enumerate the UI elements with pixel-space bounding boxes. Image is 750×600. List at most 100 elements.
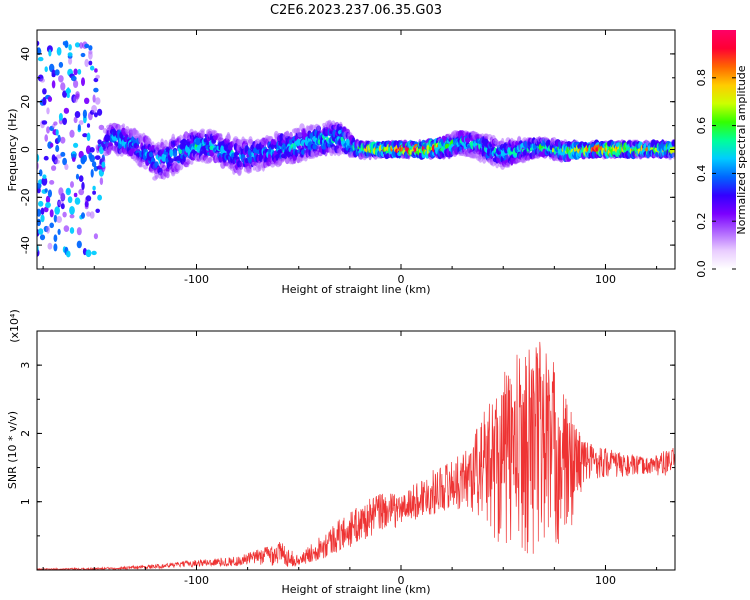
spectrogram-cell [73, 192, 78, 198]
spectrogram-cell [92, 185, 96, 191]
spectrogram-cell [86, 132, 91, 142]
spectrogram-y-axis-label: Frequency (Hz) [6, 109, 19, 192]
spectrogram-cell [672, 151, 675, 159]
spectrogram-cell [98, 124, 105, 131]
spectrogram-cell [94, 97, 101, 105]
spectrogram-cell [92, 190, 96, 195]
spectrogram-cell [99, 177, 104, 185]
spectrogram-cell [82, 154, 87, 163]
colorbar-tick-label: 0.8 [695, 69, 708, 87]
spectrogram-cell [40, 207, 45, 215]
spectrogram-cell [94, 155, 101, 161]
spectrogram-cell [37, 153, 40, 163]
spectrogram-cell [74, 111, 81, 118]
spectrogram-cell [37, 218, 41, 227]
spectrogram-cell [93, 77, 99, 83]
spectrogram-cell [69, 227, 75, 234]
spectrogram-cell [85, 249, 92, 258]
spectrogram-cell [88, 60, 93, 66]
spectrogram-cell [46, 45, 53, 53]
spectrogram-cell [85, 195, 92, 202]
spectrogram-cell [90, 65, 95, 71]
spectrogram-cell [69, 214, 75, 219]
spectrogram-y-tick-label: 0 [19, 146, 32, 153]
spectrogram-cell [53, 243, 58, 252]
spectrogram-cell [244, 157, 249, 164]
spectrogram-cell [62, 157, 67, 166]
colorbar-tick-label: 0.6 [695, 117, 708, 135]
spectrogram-cell [316, 124, 321, 132]
snr-x-tick-label: -100 [184, 574, 209, 587]
spectrogram-cell [53, 214, 58, 223]
spectrogram-cell [66, 87, 70, 95]
spectrogram-cell [81, 212, 85, 219]
spectrogram-cell [47, 189, 53, 198]
spectrogram-cell [156, 144, 161, 152]
spectrogram-cell [40, 78, 45, 83]
spectrogram-cell [51, 80, 56, 89]
spectrogram-cell [69, 206, 75, 215]
snr-y-tick-label: 2 [19, 430, 32, 437]
spectrogram-cell [257, 160, 262, 170]
spectrogram-y-ticks: -40 -20 0 20 40 [19, 29, 675, 270]
colorbar-tick-label: 0.2 [695, 212, 708, 230]
spectrogram-cell [70, 181, 74, 188]
spectrogram-cell [67, 52, 73, 57]
spectrogram-y-tick-label: 20 [19, 95, 32, 109]
spectrogram-cell [73, 116, 78, 124]
spectrogram-cell [89, 211, 95, 219]
spectrogram-cell [77, 124, 81, 131]
spectrogram-cell [42, 174, 47, 179]
spectrogram-cell [54, 206, 60, 215]
spectrogram-cell [42, 96, 47, 106]
spectrogram-cell [351, 137, 356, 143]
spectrogram-cell [78, 188, 85, 196]
spectrogram-cell [67, 196, 73, 204]
spectrogram-cell [40, 214, 45, 223]
spectrogram-cell [49, 180, 55, 185]
spectrogram-cell [74, 42, 81, 48]
spectrogram-cell [80, 52, 86, 58]
spectrogram-cell [163, 139, 168, 148]
spectrogram-cell [168, 158, 174, 163]
spectrogram-cell [76, 227, 82, 236]
spectrogram-x-tick-label: -100 [184, 273, 209, 286]
spectrogram-frame [36, 29, 676, 270]
spectrogram-cell [41, 120, 48, 125]
spectrogram-cell [75, 173, 80, 180]
spectrogram-cell [97, 108, 103, 116]
spectrogram-x-tick-label: 100 [595, 273, 616, 286]
spectrogram-cell [48, 49, 52, 57]
spectrogram-cell [148, 151, 154, 158]
snr-panel: 1 2 3 -100 0 100 Height of straight line (km… [6, 309, 676, 596]
spectrogram-cell [46, 225, 50, 234]
spectrogram-cell [39, 234, 46, 241]
spectrogram-cell [63, 225, 70, 233]
snr-x-tick-label: 100 [595, 574, 616, 587]
spectrogram-cell [60, 82, 66, 91]
spectrogram-cell [97, 139, 102, 145]
colorbar: 0.0 0.2 0.4 0.6 0.8 Normalized spectral ampl… [695, 30, 748, 278]
spectrogram-cell [38, 169, 43, 177]
spectrogram-cell [84, 204, 89, 210]
spectrogram-cell [78, 175, 84, 183]
spectrogram-cell [91, 250, 97, 256]
spectrogram-cell [482, 155, 487, 164]
spectrogram-cell [89, 154, 95, 163]
spectrogram-cell [81, 181, 85, 191]
spectrogram-cell [46, 107, 50, 115]
spectrogram-cell [44, 66, 48, 73]
spectrogram-cell [172, 149, 178, 158]
spectrogram-cell [37, 40, 40, 46]
spectrogram-cell [95, 74, 100, 79]
spectrogram-cell [88, 45, 93, 51]
spectrogram-cell [84, 97, 90, 105]
spectrogram-cell [94, 68, 98, 73]
spectrogram-cell [58, 61, 64, 68]
spectrogram-cell [73, 142, 79, 148]
spectrogram-cell [185, 159, 191, 165]
spectrogram-cell [73, 68, 78, 76]
snr-x-axis-label: Height of straight line (km) [281, 583, 430, 596]
snr-frame [36, 330, 676, 571]
spectrogram-cell [65, 187, 72, 196]
